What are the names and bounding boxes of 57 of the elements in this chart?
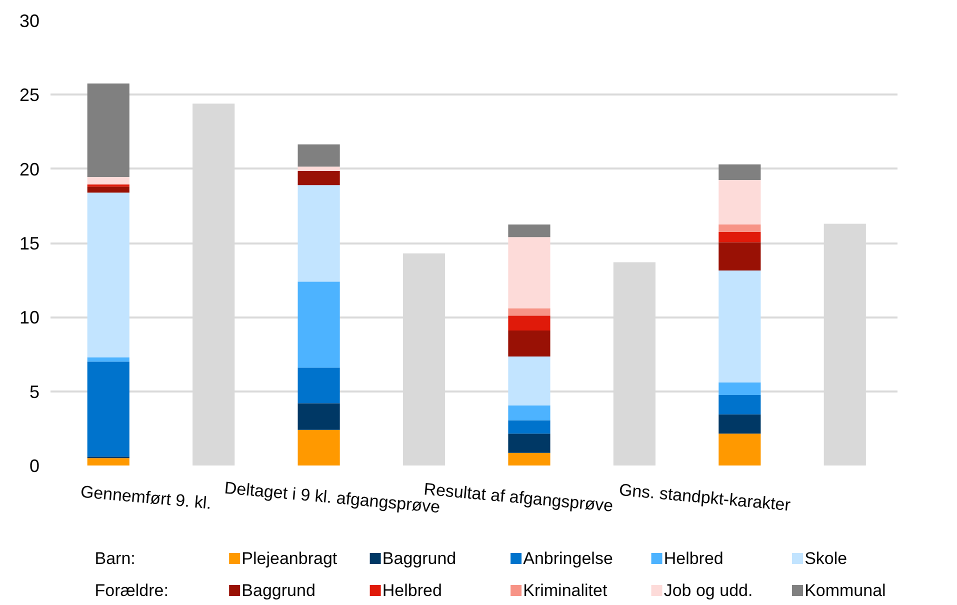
legend-label: Baggrund [242, 581, 316, 600]
bar [718, 382, 761, 396]
bar [298, 171, 340, 186]
y-tick-label: 10 [19, 308, 40, 328]
text: Forældre: [94, 581, 168, 600]
bar [718, 232, 761, 242]
legend-label: Plejeanbragt [242, 549, 338, 568]
bar [508, 356, 550, 406]
bar [298, 166, 340, 172]
y-tick-label: 30 [19, 11, 40, 31]
bar [508, 316, 550, 331]
legend-label: Anbringelse [523, 549, 613, 568]
bar [508, 237, 550, 308]
bar [508, 434, 550, 453]
x-tick-label: Gennemført 9. kl. [80, 482, 212, 513]
bar [87, 192, 130, 358]
x-tick-label: Gns. standpkt-karakter [618, 480, 792, 515]
y-tick-label: 15 [19, 234, 40, 254]
bar [718, 242, 761, 270]
bar [298, 430, 340, 466]
y-tick-label: 25 [19, 85, 40, 106]
bar [87, 362, 130, 457]
legend-label: Baggrund [382, 549, 456, 568]
bar [508, 452, 550, 466]
legend-label: Job og udd. [664, 581, 753, 600]
bar [87, 84, 130, 177]
legend-label: Skole [804, 549, 848, 568]
bar [298, 403, 340, 430]
bar [718, 224, 761, 232]
bar [718, 414, 761, 434]
bar [298, 282, 340, 368]
bar [718, 180, 761, 224]
bar [718, 164, 761, 180]
bar [87, 186, 130, 193]
legend-label: Kriminalitet [523, 581, 608, 600]
bar [718, 395, 761, 414]
bar [87, 458, 130, 466]
y-tick-label: 5 [29, 382, 40, 402]
legend-label: Helbred [382, 581, 442, 600]
bar [508, 224, 550, 238]
bar [298, 368, 340, 404]
bar [508, 330, 550, 356]
legend-label: Helbred [664, 549, 724, 568]
y-tick-label: 0 [29, 456, 40, 476]
text: Barn: [94, 549, 136, 568]
bar [298, 144, 340, 167]
bar [508, 405, 550, 420]
legend-label: Kommunal [804, 581, 886, 600]
bar [87, 357, 130, 362]
bar [508, 308, 550, 316]
bar [298, 185, 340, 282]
bar [718, 434, 761, 466]
bar [87, 176, 130, 184]
bar [508, 420, 550, 434]
bar [87, 184, 130, 187]
bar [718, 270, 761, 382]
y-tick-label: 20 [19, 159, 40, 180]
